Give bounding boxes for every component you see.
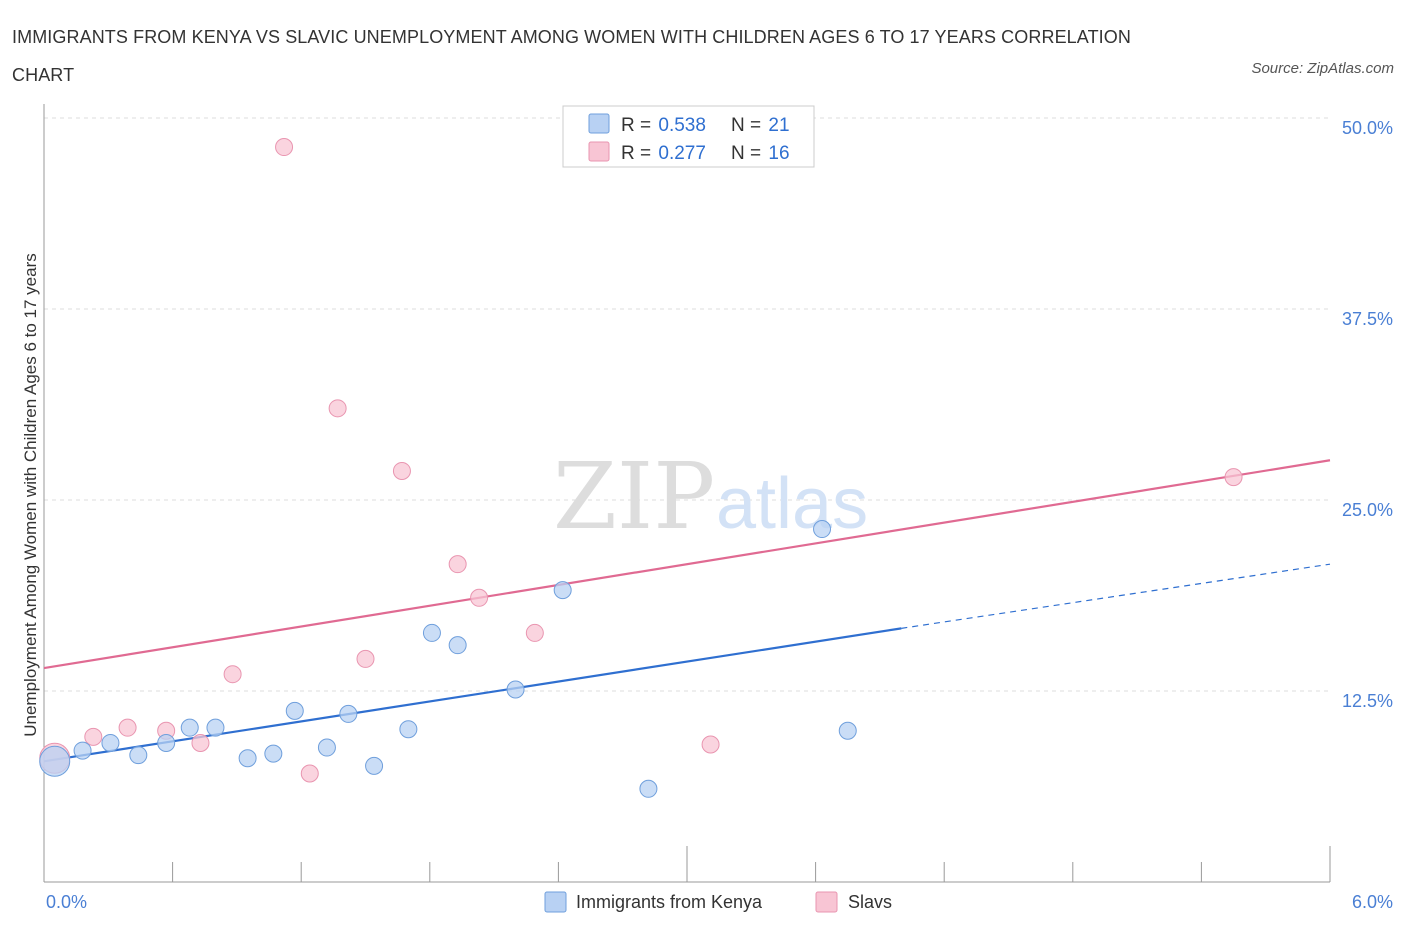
- x-tick-labels: 0.0% 6.0%: [46, 892, 1393, 912]
- legend-n-value-slavs: 16: [768, 143, 789, 164]
- point-kenya: [73, 741, 92, 760]
- point-slavs: [328, 399, 347, 418]
- point-kenya: [206, 718, 225, 737]
- point-kenya: [422, 623, 441, 642]
- svg-text:R = 0.538: R = 0.538: [621, 115, 706, 136]
- y-tick-labels: 12.5% 25.0% 37.5% 50.0%: [1342, 118, 1393, 711]
- point-slavs: [356, 649, 375, 668]
- point-kenya: [101, 733, 120, 752]
- point-kenya: [180, 718, 199, 737]
- legend-n-label-slavs: N =: [731, 143, 766, 164]
- legend-n-label-kenya: N =: [731, 115, 766, 136]
- series-legend-swatch-slavs: [815, 891, 838, 913]
- source-label: Source: ZipAtlas.com: [1251, 60, 1394, 77]
- trend-line-kenya: [43, 627, 902, 763]
- trend-lines: [43, 459, 1331, 763]
- watermark-atlas: atlas: [716, 464, 868, 544]
- point-kenya: [813, 520, 832, 539]
- point-slavs: [223, 665, 242, 684]
- grid-lines: [44, 117, 1330, 692]
- point-slavs: [392, 461, 411, 480]
- point-kenya: [838, 721, 857, 740]
- watermark: ZIP atlas: [553, 443, 868, 550]
- point-kenya: [553, 581, 572, 600]
- point-kenya: [399, 720, 418, 739]
- legend-swatch-kenya: [588, 113, 610, 134]
- series-legend-label-kenya: Immigrants from Kenya: [576, 892, 763, 912]
- correlation-legend: R = 0.538 N = 21 R = 0.277 N = 16: [562, 105, 815, 168]
- svg-text:N = 16: N = 16: [731, 143, 790, 164]
- watermark-zip: ZIP: [553, 443, 715, 550]
- point-slavs: [525, 623, 544, 642]
- point-kenya: [506, 680, 525, 699]
- point-slavs: [275, 138, 294, 157]
- legend-r-label-kenya: R =: [621, 115, 656, 136]
- legend-swatch-slavs: [588, 141, 610, 162]
- series-legend-label-slavs: Slavs: [848, 892, 892, 912]
- legend-n-value-kenya: 21: [768, 115, 789, 136]
- point-kenya: [285, 701, 304, 720]
- point-slavs: [300, 764, 319, 783]
- svg-text:R = 0.277: R = 0.277: [621, 143, 706, 164]
- svg-text:N = 21: N = 21: [731, 115, 790, 136]
- y-tick-label: 25.0%: [1342, 500, 1393, 520]
- point-kenya: [317, 738, 336, 757]
- point-kenya: [365, 756, 384, 775]
- point-slavs: [701, 735, 720, 754]
- y-tick-label: 50.0%: [1342, 118, 1393, 138]
- trend-line-slavs: [43, 459, 1331, 670]
- point-kenya: [639, 779, 658, 798]
- point-kenya: [129, 746, 148, 765]
- trend-line-kenya-extension: [901, 563, 1331, 629]
- data-points: [39, 138, 1243, 798]
- legend-r-value-kenya: 0.538: [658, 115, 706, 136]
- point-kenya: [448, 636, 467, 655]
- point-kenya: [339, 704, 358, 723]
- series-legend-swatch-kenya: [544, 891, 567, 913]
- legend-r-value-slavs: 0.277: [658, 143, 706, 164]
- point-kenya: [238, 749, 257, 768]
- point-slavs: [448, 555, 467, 574]
- series-legend: Immigrants from Kenya Slavs: [544, 891, 892, 913]
- x-tick-label: 0.0%: [46, 892, 87, 912]
- y-tick-label: 12.5%: [1342, 691, 1393, 711]
- y-tick-label: 37.5%: [1342, 309, 1393, 329]
- chart-title: IMMIGRANTS FROM KENYA VS SLAVIC UNEMPLOY…: [12, 27, 1131, 85]
- point-slavs: [84, 727, 103, 746]
- point-slavs: [1224, 468, 1243, 487]
- y-axis-label: Unemployment Among Women with Children A…: [21, 253, 40, 737]
- x-tick-label: 6.0%: [1352, 892, 1393, 912]
- point-slavs: [470, 588, 489, 607]
- legend-r-label-slavs: R =: [621, 143, 656, 164]
- point-slavs: [191, 733, 210, 752]
- point-kenya: [157, 733, 176, 752]
- point-slavs: [118, 718, 137, 737]
- point-kenya: [264, 744, 283, 763]
- axes: [43, 104, 1331, 883]
- point-kenya: [39, 745, 71, 777]
